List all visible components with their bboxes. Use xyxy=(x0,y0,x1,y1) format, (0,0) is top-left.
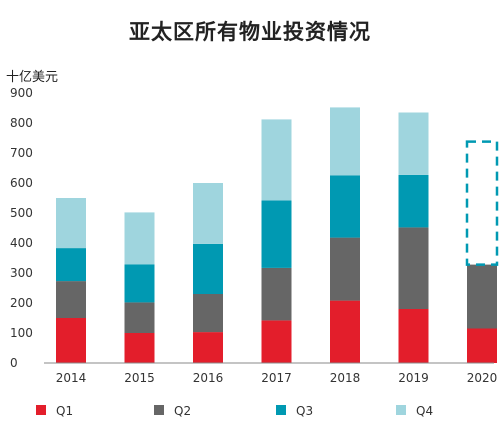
x-tick-label: 2018 xyxy=(330,371,361,385)
bar-segment-2017-q1 xyxy=(261,320,292,363)
bar-segment-2019-q3 xyxy=(398,174,429,228)
y-tick-label: 900 xyxy=(10,86,33,100)
bar-segment-2015-q3 xyxy=(124,264,155,303)
projection-outline xyxy=(465,140,499,266)
legend: Q1 Q2 Q3 Q4 xyxy=(36,404,433,418)
x-axis-ticks: 2014 2015 2016 2017 2018 2019 2020 xyxy=(56,371,498,385)
y-tick-label: 100 xyxy=(10,326,33,340)
bar-segment-2014-q4 xyxy=(56,198,86,249)
legend-swatch-q2 xyxy=(154,405,164,415)
bar-stacks xyxy=(56,107,497,363)
legend-swatch-q3 xyxy=(276,405,286,415)
legend-swatch-q4 xyxy=(396,405,406,415)
y-tick-label: 500 xyxy=(10,206,33,220)
y-tick-label: 800 xyxy=(10,116,33,130)
bar-segment-2015-q2 xyxy=(124,302,155,333)
x-tick-label: 2015 xyxy=(124,371,155,385)
projection-dashed-box xyxy=(465,140,499,266)
y-axis-unit-label: 十亿美元 xyxy=(6,70,58,85)
bar-segment-2020-q2 xyxy=(467,264,497,329)
chart-title: 亚太区所有物业投资情况 xyxy=(129,20,371,44)
bar-segment-2014-q3 xyxy=(56,248,86,282)
x-tick-label: 2014 xyxy=(56,371,87,385)
bar-segment-2019-q4 xyxy=(398,112,429,175)
bar-segment-2019-q1 xyxy=(398,309,429,363)
bar-segment-2015-q1 xyxy=(124,333,155,363)
y-tick-label: 400 xyxy=(10,236,33,250)
bar-segment-2015-q4 xyxy=(124,212,155,265)
bar-segment-2017-q2 xyxy=(261,267,292,321)
y-tick-label: 300 xyxy=(10,266,33,280)
legend-label-q3: Q3 xyxy=(296,404,313,418)
y-tick-label: 700 xyxy=(10,146,33,160)
y-tick-label: 600 xyxy=(10,176,33,190)
legend-label-q1: Q1 xyxy=(56,404,73,418)
bar-segment-2018-q3 xyxy=(330,175,360,238)
bar-segment-2017-q4 xyxy=(261,119,292,201)
bar-segment-2019-q2 xyxy=(398,227,429,309)
legend-label-q4: Q4 xyxy=(416,404,433,418)
bar-segment-2016-q2 xyxy=(193,294,223,333)
bar-segment-2018-q1 xyxy=(330,300,360,363)
legend-swatch-q1 xyxy=(36,405,46,415)
bar-segment-2014-q1 xyxy=(56,318,86,363)
x-tick-label: 2019 xyxy=(398,371,429,385)
bar-segment-2016-q1 xyxy=(193,332,223,363)
legend-label-q2: Q2 xyxy=(174,404,191,418)
bar-segment-2016-q4 xyxy=(193,183,223,244)
x-tick-label: 2017 xyxy=(261,371,292,385)
y-axis-ticks: 0 100 200 300 400 500 600 700 800 900 xyxy=(10,86,33,370)
bar-segment-2016-q3 xyxy=(193,243,223,294)
x-tick-label: 2016 xyxy=(193,371,224,385)
y-tick-label: 200 xyxy=(10,296,33,310)
bar-segment-2014-q2 xyxy=(56,281,86,318)
bar-segment-2017-q3 xyxy=(261,200,292,268)
bar-segment-2020-q1 xyxy=(467,328,497,363)
bar-segment-2018-q2 xyxy=(330,237,360,301)
y-tick-label: 0 xyxy=(10,356,18,370)
bar-segment-2018-q4 xyxy=(330,107,360,176)
x-tick-label: 2020 xyxy=(467,371,498,385)
